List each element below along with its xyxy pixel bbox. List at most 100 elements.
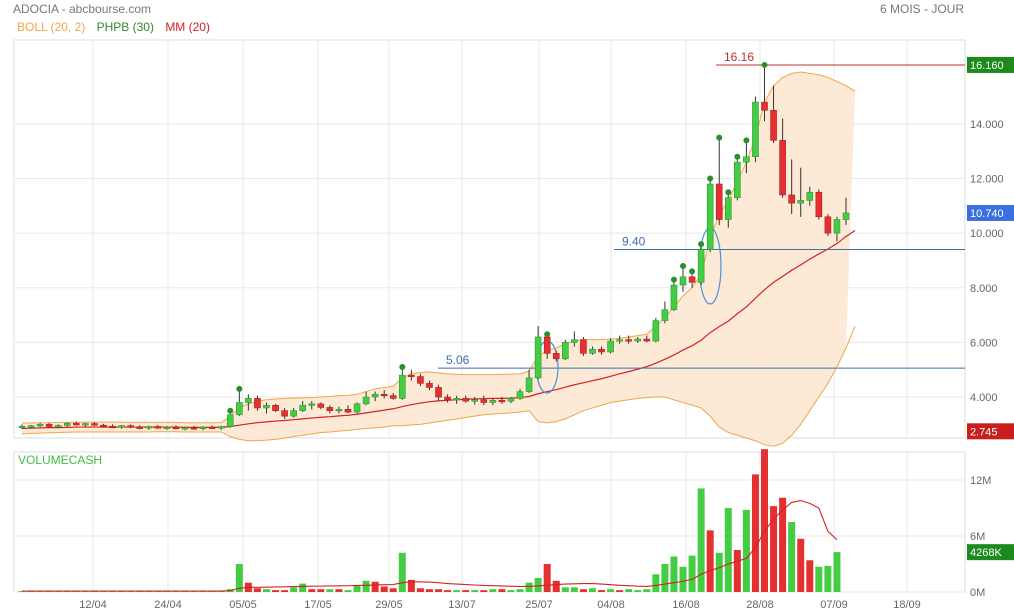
level-label: 5.06	[446, 353, 470, 367]
volume-bar	[670, 556, 678, 592]
candle-body	[154, 426, 162, 429]
candle-body	[335, 409, 343, 412]
candle-body	[380, 394, 388, 397]
phpb-marker	[761, 61, 768, 68]
candle-body	[118, 425, 125, 428]
candle-body	[842, 212, 850, 220]
candle-body	[326, 407, 334, 411]
candle-body	[797, 200, 805, 204]
volume-bar	[806, 560, 814, 592]
candle-body	[109, 425, 116, 429]
volume-title: VOLUMECASH	[18, 453, 102, 467]
volume-bar	[643, 589, 651, 592]
volume-bar	[552, 580, 560, 592]
candle-body	[670, 284, 678, 310]
volume-bar	[416, 588, 424, 592]
candle-body	[444, 396, 451, 401]
x-tick-label: 17/05	[304, 599, 332, 611]
candle-body	[833, 219, 841, 234]
candle-body	[580, 339, 587, 354]
candle-body	[263, 404, 270, 409]
volume-panel	[18, 449, 841, 592]
volume-bar	[353, 585, 361, 592]
volume-bar	[543, 564, 551, 592]
candle-body	[54, 425, 62, 428]
candle-body	[643, 338, 651, 342]
volume-bar	[235, 564, 243, 592]
candle-body	[661, 309, 669, 321]
candle-body	[399, 374, 406, 399]
x-tick-label: 25/07	[525, 599, 553, 611]
volume-bar	[697, 488, 705, 592]
candle-body	[480, 399, 488, 403]
bollinger-upper	[22, 71, 856, 424]
candle-body	[136, 426, 144, 429]
volume-bar	[715, 552, 723, 592]
phpb-marker	[236, 385, 243, 392]
volume-bar	[253, 588, 261, 592]
volume-bar	[534, 578, 542, 592]
legend-boll[interactable]: BOLL (20, 2)	[17, 20, 86, 34]
candle-body	[100, 424, 107, 427]
volume-bar	[788, 522, 796, 592]
volume-bar	[371, 581, 379, 592]
volume-bar	[462, 590, 470, 592]
volume-bar	[724, 508, 732, 592]
volume-bar	[326, 589, 334, 592]
chart-title: ADOCIA - abcbourse.com	[13, 2, 152, 16]
volume-bar	[507, 590, 515, 592]
candle-body	[561, 342, 569, 360]
candle-body	[63, 422, 71, 426]
volume-bar	[742, 509, 750, 592]
candle-body	[462, 398, 469, 402]
volume-bar	[751, 474, 759, 592]
volume-bar	[661, 564, 669, 592]
level-label: 9.40	[622, 235, 646, 249]
volume-bar	[398, 552, 406, 592]
candle-body	[788, 194, 795, 204]
volume-bar	[579, 589, 587, 592]
bollinger-band	[22, 72, 856, 447]
candle-body	[163, 426, 171, 429]
candle-body	[317, 403, 325, 408]
volume-bar	[570, 587, 578, 592]
x-tick-label: 24/04	[154, 599, 182, 611]
x-tick-label: 18/09	[893, 599, 921, 611]
period-label: 6 MOIS - JOUR	[879, 2, 964, 16]
y-tick-label: 10.000	[970, 228, 1004, 240]
candle-body	[245, 398, 252, 403]
candle-body	[127, 425, 134, 428]
candle-body	[308, 403, 316, 406]
volume-bar	[824, 565, 832, 592]
candle-body	[435, 387, 442, 398]
volume-bar	[425, 589, 433, 592]
volume-bar	[281, 590, 289, 592]
candle-body	[697, 249, 705, 283]
candle-body	[344, 409, 352, 413]
candle-body	[36, 424, 44, 427]
y-tick-label: 4.000	[970, 392, 998, 404]
candle-body	[607, 340, 614, 353]
candle-body	[27, 425, 35, 428]
level-label: 16.16	[724, 50, 754, 64]
legend-mm[interactable]: MM (20)	[165, 20, 210, 34]
candle-body	[779, 140, 786, 196]
axes: 12/04 24/04 05/05 17/05 29/05 13/07 25/07 04/08…	[79, 56, 1014, 611]
bollinger-lower	[21, 325, 856, 447]
candle-body	[516, 391, 524, 399]
price-panel-frame	[13, 39, 966, 439]
legend-phpb[interactable]: PHPB (30)	[96, 20, 154, 34]
volume-bar	[335, 589, 343, 592]
x-tick-label: 29/05	[375, 599, 403, 611]
candle-body	[598, 348, 605, 353]
volume-bar	[317, 589, 325, 592]
candle-body	[18, 425, 26, 429]
candle-body	[181, 427, 189, 430]
candle-body	[715, 183, 723, 220]
volume-ma-line	[22, 499, 838, 592]
candle-body	[172, 426, 180, 430]
volume-bar	[453, 590, 461, 592]
candle-body	[190, 427, 198, 430]
volume-bar	[344, 590, 352, 592]
